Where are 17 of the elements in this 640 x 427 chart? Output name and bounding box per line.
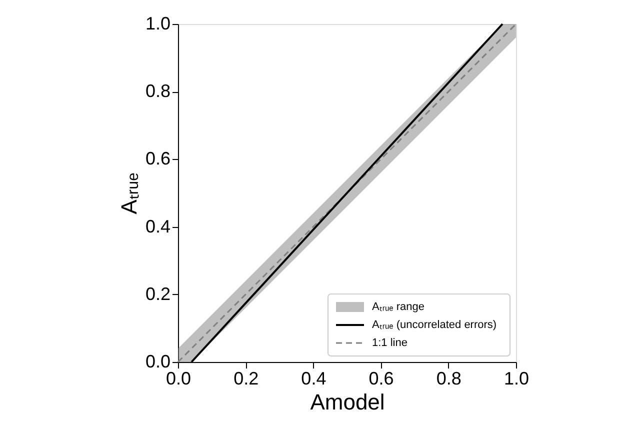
legend-label: 1:1 line xyxy=(372,337,408,349)
y-axis-title: Aₜᵣᵤₑ xyxy=(116,172,142,214)
x-axis-title: Amodel xyxy=(310,390,385,414)
x-tick-label: 1.0 xyxy=(504,368,530,388)
y-tick-label: 0.8 xyxy=(145,81,170,102)
x-tick-label: 0.6 xyxy=(368,368,394,388)
y-tick-label: 0.4 xyxy=(145,216,170,236)
y-tick-label: 1.0 xyxy=(145,14,170,34)
annotation: Aₜᵣᵤₑ range xyxy=(372,301,424,313)
x-tick-label: 0.0 xyxy=(166,368,192,388)
x-tick-label: 0.2 xyxy=(234,368,259,388)
x-tick-label: 0.4 xyxy=(301,368,326,388)
legend-label: Aₜᵣᵤₑ (uncorrelated errors) xyxy=(372,319,497,331)
x-tick-label: 0.8 xyxy=(436,368,462,388)
y-tick-label: 0.2 xyxy=(145,284,170,304)
y-tick-label: 0.6 xyxy=(145,148,170,169)
y-tick-label: 0.0 xyxy=(145,352,170,372)
